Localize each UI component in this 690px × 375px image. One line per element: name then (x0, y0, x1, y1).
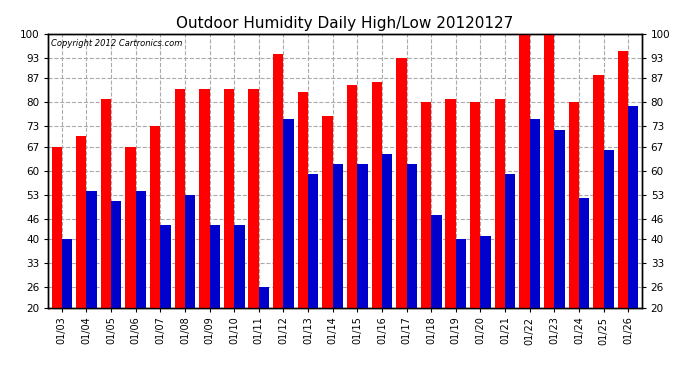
Bar (62, 239, 72, 308)
Bar (421, 102, 431, 308)
Bar (284, 119, 294, 308)
Bar (101, 99, 111, 308)
Bar (86, 191, 97, 308)
Bar (628, 106, 638, 308)
Bar (297, 92, 308, 308)
Bar (593, 75, 604, 307)
Bar (520, 34, 530, 308)
Bar (544, 34, 554, 308)
Bar (308, 174, 318, 308)
Bar (357, 164, 368, 308)
Bar (579, 198, 589, 308)
Bar (234, 225, 244, 308)
Bar (382, 153, 393, 308)
Bar (273, 54, 284, 307)
Title: Outdoor Humidity Daily High/Low 20120127: Outdoor Humidity Daily High/Low 20120127 (177, 16, 513, 31)
Bar (446, 99, 456, 308)
Bar (185, 195, 195, 308)
Bar (431, 215, 442, 308)
Bar (136, 191, 146, 308)
Bar (347, 85, 357, 308)
Bar (322, 116, 333, 308)
Bar (224, 88, 234, 308)
Bar (76, 136, 86, 308)
Bar (199, 88, 210, 308)
Bar (52, 147, 62, 308)
Bar (259, 287, 269, 308)
Bar (175, 88, 185, 308)
Bar (111, 201, 121, 308)
Bar (456, 239, 466, 308)
Text: Copyright 2012 Cartronics.com: Copyright 2012 Cartronics.com (51, 39, 183, 48)
Bar (554, 130, 564, 308)
Bar (372, 82, 382, 308)
Bar (396, 58, 406, 308)
Bar (210, 225, 220, 308)
Bar (248, 88, 259, 308)
Bar (569, 102, 579, 308)
Bar (333, 164, 343, 308)
Bar (505, 174, 515, 308)
Bar (480, 236, 491, 308)
Bar (150, 126, 160, 308)
Bar (495, 99, 505, 308)
Bar (530, 119, 540, 308)
Bar (618, 51, 628, 308)
Bar (406, 164, 417, 308)
Bar (126, 147, 136, 308)
Bar (160, 225, 170, 308)
Bar (470, 102, 480, 308)
Bar (604, 150, 614, 308)
